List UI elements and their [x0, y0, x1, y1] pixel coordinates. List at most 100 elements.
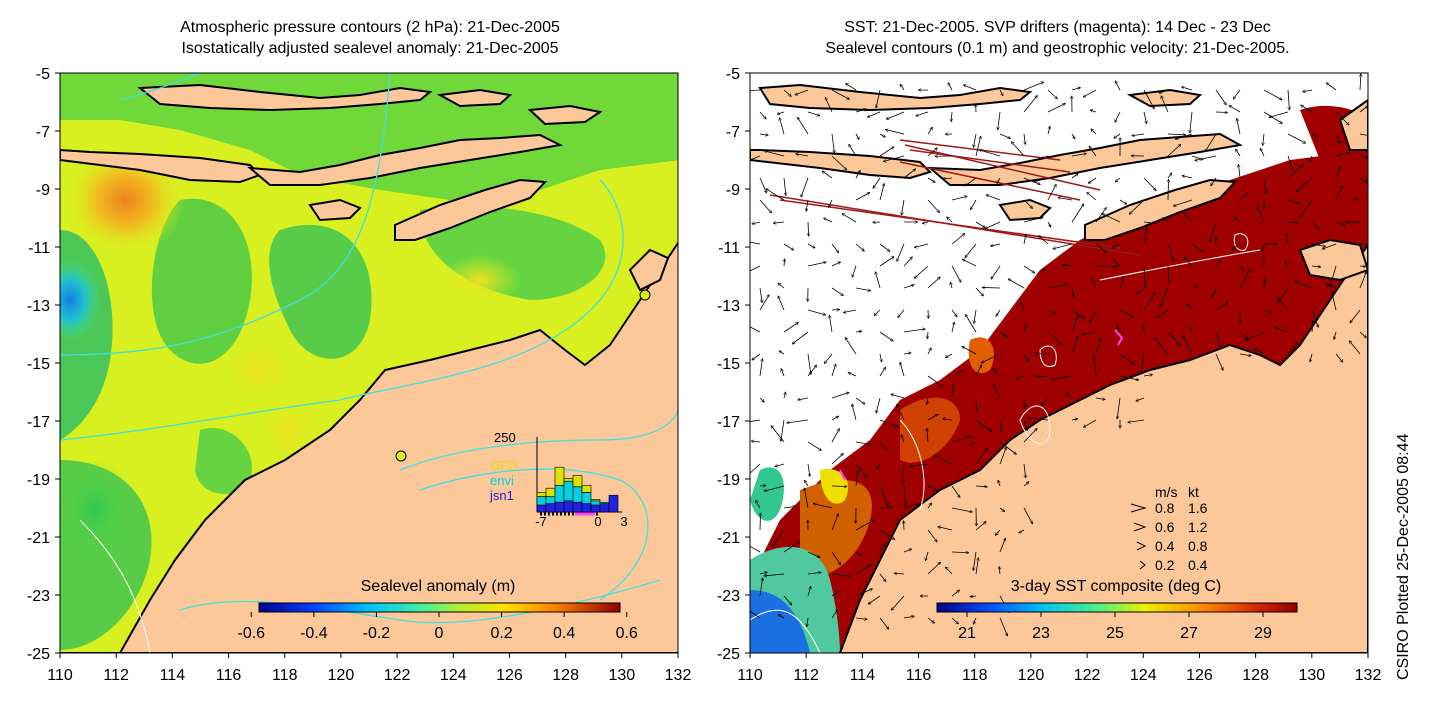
- velocity-arrow: [1175, 133, 1193, 139]
- velocity-arrow: [1359, 177, 1368, 184]
- velocity-arrow: [1119, 277, 1123, 289]
- histogram-bar-gfo: [572, 475, 583, 488]
- velocity-arrow: [1330, 265, 1337, 287]
- velocity-arrow: [1083, 89, 1097, 98]
- velocity-arrow: [874, 309, 881, 316]
- velocity-arrow: [1088, 309, 1097, 323]
- velocity-arrow: [1335, 185, 1342, 201]
- velocity-arrow: [1233, 217, 1241, 223]
- velocity-arrow: [896, 404, 905, 421]
- velocity-arrow: [1113, 259, 1121, 267]
- velocity-arrow: [999, 447, 1006, 465]
- velocity-arrow: [783, 89, 791, 97]
- velocity-arrow: [1159, 89, 1169, 93]
- velocity-arrow: [831, 392, 849, 399]
- velocity-arrow: [903, 549, 912, 553]
- right-sst-map: [750, 73, 1368, 653]
- velocity-arrow: [879, 367, 887, 377]
- velocity-arrow: [914, 265, 929, 278]
- velocity-arrow: [764, 151, 785, 157]
- velocity-arrow: [855, 519, 875, 531]
- velocity-arrow: [945, 353, 953, 359]
- histogram-bar-jsn1: [590, 504, 601, 513]
- histogram-bar-envi: [563, 480, 574, 502]
- velocity-arrow: [1359, 331, 1367, 338]
- velocity-arrow: [1163, 217, 1169, 223]
- velocity-arrow: [951, 507, 973, 512]
- velocity-arrow: [1154, 338, 1169, 355]
- velocity-arrow: [1047, 126, 1050, 135]
- velocity-arrow: [903, 353, 911, 354]
- lat-tick-label: -7: [726, 124, 740, 141]
- velocity-arrow: [807, 353, 811, 375]
- velocity-arrow: [759, 287, 762, 303]
- velocity-arrow: [1239, 265, 1244, 271]
- histogram-x-tick-label: 3: [620, 514, 627, 529]
- velocity-arrow: [1023, 217, 1043, 223]
- velocity-legend-arrow: [1130, 503, 1147, 513]
- velocity-legend-ms: 0.4: [1155, 538, 1175, 554]
- velocity-arrow: [855, 243, 865, 251]
- velocity-arrow: [1114, 81, 1121, 91]
- velocity-arrow: [993, 369, 1001, 377]
- velocity-arrow: [1143, 375, 1153, 376]
- lon-tick-label: 124: [1130, 667, 1157, 684]
- lat-tick-label: -21: [717, 530, 740, 547]
- velocity-arrow: [804, 488, 809, 509]
- velocity-arrow: [1143, 292, 1156, 311]
- velocity-arrow: [898, 309, 905, 318]
- velocity-arrow: [1264, 279, 1265, 289]
- velocity-arrow: [999, 566, 1000, 575]
- velocity-arrow: [1239, 269, 1251, 289]
- velocity-arrow: [779, 350, 785, 355]
- histogram-bar-gfo: [545, 487, 556, 497]
- velocity-arrow: [897, 243, 905, 262]
- velocity-arrow: [1209, 199, 1217, 203]
- velocity-arrow: [783, 321, 799, 333]
- velocity-arrow: [1136, 287, 1145, 294]
- velocity-arrow: [1235, 149, 1241, 157]
- lon-tick-label: 130: [1298, 667, 1325, 684]
- velocity-arrow: [750, 463, 761, 474]
- velocity-arrow: [965, 314, 977, 333]
- velocity-arrow: [879, 243, 890, 252]
- velocity-arrow: [1119, 375, 1139, 380]
- velocity-arrow: [975, 486, 987, 487]
- colorbar-tick-label: 0.2: [490, 625, 512, 642]
- lon-tick-label: 114: [160, 667, 186, 684]
- drifter-tracks: [769, 139, 1141, 256]
- velocity-legend: m/s kt 0.8 1.6 0.6 1.2 0.4 0.8 0.2 0.4: [1130, 484, 1208, 573]
- velocity-arrow: [813, 504, 833, 509]
- svp-drifter-track: [1114, 329, 1124, 346]
- velocity-arrow: [822, 171, 833, 179]
- sealevel-colorbar-gradient: [258, 602, 621, 613]
- velocity-arrow: [806, 199, 809, 211]
- velocity-arrow: [982, 287, 1001, 288]
- velocity-arrow: [1302, 89, 1313, 92]
- velocity-arrow: [831, 415, 839, 421]
- velocity-arrow: [891, 595, 905, 610]
- velocity-arrow: [1322, 243, 1337, 249]
- velocity-arrow: [1088, 177, 1097, 183]
- velocity-arrow: [879, 441, 887, 450]
- velocity-arrow: [1167, 134, 1186, 135]
- lon-tick-label: 118: [272, 667, 298, 684]
- velocity-arrow: [1287, 342, 1298, 355]
- velocity-arrow: [964, 177, 977, 186]
- lon-tick-label: 128: [552, 667, 579, 684]
- velocity-arrow: [1095, 243, 1107, 253]
- sealevel-contour-white: [79, 519, 151, 653]
- velocity-arrow: [1184, 213, 1193, 223]
- velocity-arrow: [803, 480, 809, 487]
- velocity-arrow: [879, 331, 893, 341]
- velocity-legend-kt: 1.6: [1188, 500, 1208, 516]
- velocity-arrow: [1204, 133, 1217, 152]
- velocity-arrow: [951, 617, 959, 624]
- velocity-arrow: [1215, 353, 1223, 371]
- velocity-arrow: [1116, 325, 1121, 333]
- velocity-arrow: [975, 448, 988, 465]
- velocity-arrow: [916, 111, 929, 116]
- histogram-bar-jsn1: [572, 501, 583, 513]
- velocity-legend-header-kt: kt: [1188, 484, 1199, 500]
